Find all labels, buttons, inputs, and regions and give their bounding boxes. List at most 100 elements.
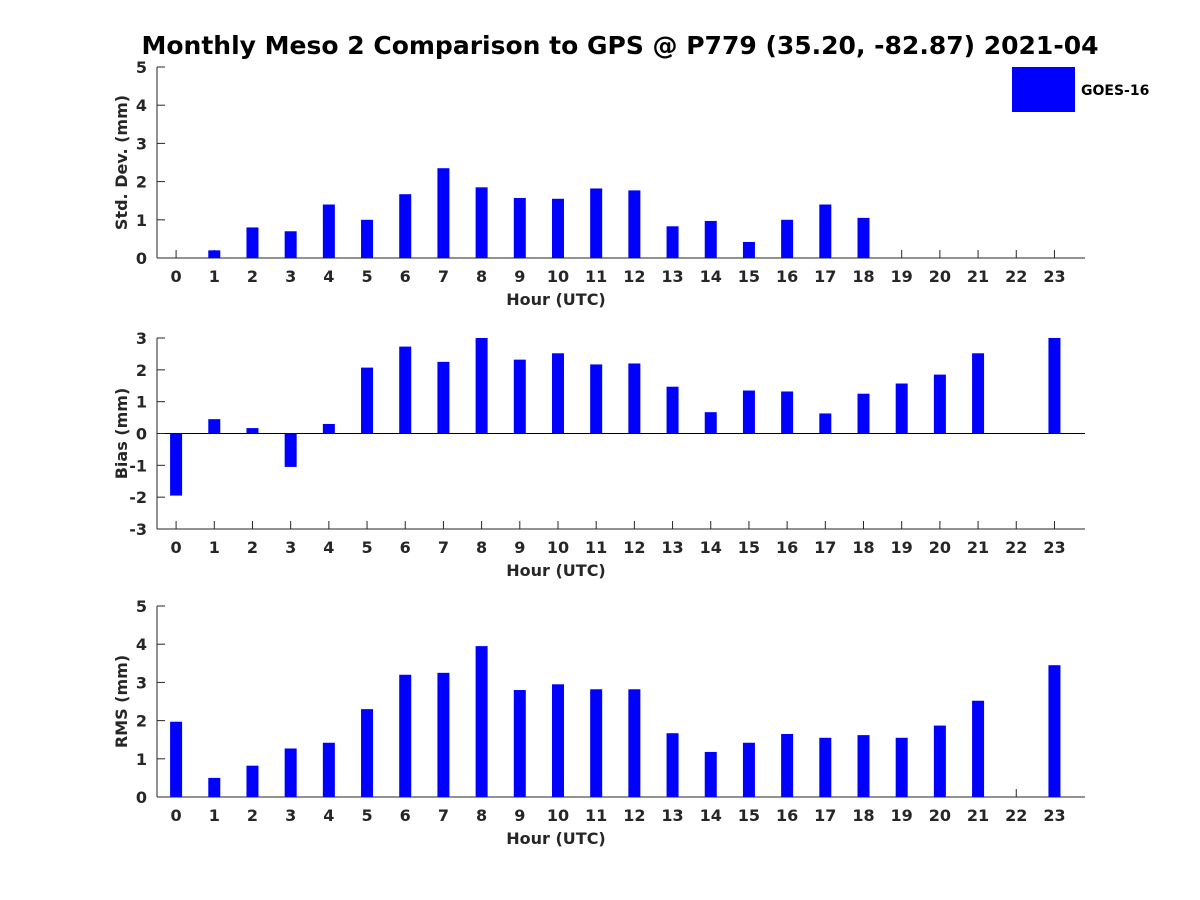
x-tick-label: 5 xyxy=(361,538,372,557)
x-tick-label: 17 xyxy=(814,806,836,825)
x-tick-label: 18 xyxy=(852,267,874,286)
y-tick-label: 4 xyxy=(136,96,147,115)
x-tick-label: 3 xyxy=(285,806,296,825)
x-tick-label: 23 xyxy=(1043,538,1065,557)
x-tick-label: 11 xyxy=(585,538,607,557)
x-tick-label: 7 xyxy=(438,267,449,286)
x-tick-label: 20 xyxy=(929,806,951,825)
x-tick-label: 9 xyxy=(514,806,525,825)
x-tick-label: 3 xyxy=(285,267,296,286)
x-tick-label: 9 xyxy=(514,538,525,557)
bar-hour-4 xyxy=(322,204,335,258)
x-tick-label: 12 xyxy=(623,538,645,557)
x-axis-label: Hour (UTC) xyxy=(506,561,606,580)
y-tick-label: 0 xyxy=(136,425,147,444)
x-tick-label: 7 xyxy=(438,806,449,825)
x-tick-label: 19 xyxy=(891,806,913,825)
x-tick-label: 2 xyxy=(247,538,258,557)
x-tick-label: 15 xyxy=(738,538,760,557)
y-axis-label: Std. Dev. (mm) xyxy=(112,95,131,230)
x-tick-label: 7 xyxy=(438,538,449,557)
bar-hour-7 xyxy=(437,168,450,258)
y-tick-label: 2 xyxy=(136,712,147,731)
bar-hour-6 xyxy=(399,194,412,258)
bar-hour-17 xyxy=(819,204,832,258)
x-tick-label: 5 xyxy=(361,806,372,825)
chart-title: Monthly Meso 2 Comparison to GPS @ P779 … xyxy=(142,31,1099,60)
x-tick-label: 8 xyxy=(476,538,487,557)
bar-hour-23 xyxy=(1048,338,1061,434)
x-tick-label: 1 xyxy=(209,538,220,557)
y-tick-label: 3 xyxy=(136,134,147,153)
x-tick-label: 23 xyxy=(1043,267,1065,286)
bar-hour-13 xyxy=(666,386,679,434)
bar-hour-5 xyxy=(361,709,374,797)
x-tick-label: 17 xyxy=(814,538,836,557)
y-tick-label: 5 xyxy=(136,597,147,616)
x-tick-label: 15 xyxy=(738,267,760,286)
bar-hour-11 xyxy=(590,364,603,434)
x-tick-label: 11 xyxy=(585,806,607,825)
x-tick-label: 4 xyxy=(323,538,334,557)
y-tick-label: 2 xyxy=(136,173,147,192)
x-tick-label: 0 xyxy=(171,538,182,557)
bar-hour-4 xyxy=(322,423,335,434)
x-tick-label: 2 xyxy=(247,267,258,286)
legend-label: GOES-16 xyxy=(1081,83,1149,99)
bar-hour-12 xyxy=(628,190,641,258)
x-tick-label: 11 xyxy=(585,267,607,286)
bar-hour-14 xyxy=(704,751,717,797)
bar-hour-14 xyxy=(704,220,717,258)
bar-hour-17 xyxy=(819,413,832,434)
x-tick-label: 6 xyxy=(400,538,411,557)
bar-hour-16 xyxy=(781,219,794,258)
x-tick-label: 8 xyxy=(476,267,487,286)
x-tick-label: 22 xyxy=(1005,538,1027,557)
bar-hour-18 xyxy=(857,735,870,797)
bar-hour-14 xyxy=(704,412,717,434)
x-tick-label: 14 xyxy=(700,806,722,825)
bar-hour-2 xyxy=(246,765,259,797)
x-tick-label: 0 xyxy=(171,806,182,825)
bar-hour-8 xyxy=(475,646,488,797)
x-tick-label: 19 xyxy=(891,267,913,286)
y-tick-label: 3 xyxy=(136,329,147,348)
x-tick-label: 21 xyxy=(967,538,989,557)
x-tick-label: 1 xyxy=(209,267,220,286)
bar-hour-10 xyxy=(551,353,564,434)
bar-hour-21 xyxy=(972,353,985,434)
x-tick-label: 13 xyxy=(661,267,683,286)
bar-hour-3 xyxy=(284,433,297,467)
x-tick-label: 21 xyxy=(967,267,989,286)
bar-hour-7 xyxy=(437,361,450,434)
x-tick-label: 14 xyxy=(700,538,722,557)
y-axis-label: RMS (mm) xyxy=(112,655,131,748)
x-tick-label: 6 xyxy=(400,267,411,286)
y-tick-label: 3 xyxy=(136,673,147,692)
x-tick-label: 9 xyxy=(514,267,525,286)
bar-hour-1 xyxy=(208,250,221,258)
bar-hour-11 xyxy=(590,689,603,797)
bar-hour-6 xyxy=(399,346,412,434)
bar-hour-21 xyxy=(972,700,985,797)
bar-hour-15 xyxy=(742,241,755,258)
bar-hour-20 xyxy=(933,725,946,797)
bar-hour-15 xyxy=(742,390,755,434)
x-tick-label: 4 xyxy=(323,267,334,286)
x-tick-label: 20 xyxy=(929,267,951,286)
bar-hour-5 xyxy=(361,219,374,258)
bar-hour-19 xyxy=(895,383,908,434)
bar-hour-11 xyxy=(590,188,603,258)
bar-hour-12 xyxy=(628,363,641,434)
y-tick-label: -1 xyxy=(129,456,147,475)
bar-hour-5 xyxy=(361,367,374,434)
y-tick-label: -3 xyxy=(129,520,147,539)
x-tick-label: 8 xyxy=(476,806,487,825)
x-tick-label: 16 xyxy=(776,267,798,286)
x-tick-label: 0 xyxy=(171,267,182,286)
bar-hour-23 xyxy=(1048,665,1061,797)
